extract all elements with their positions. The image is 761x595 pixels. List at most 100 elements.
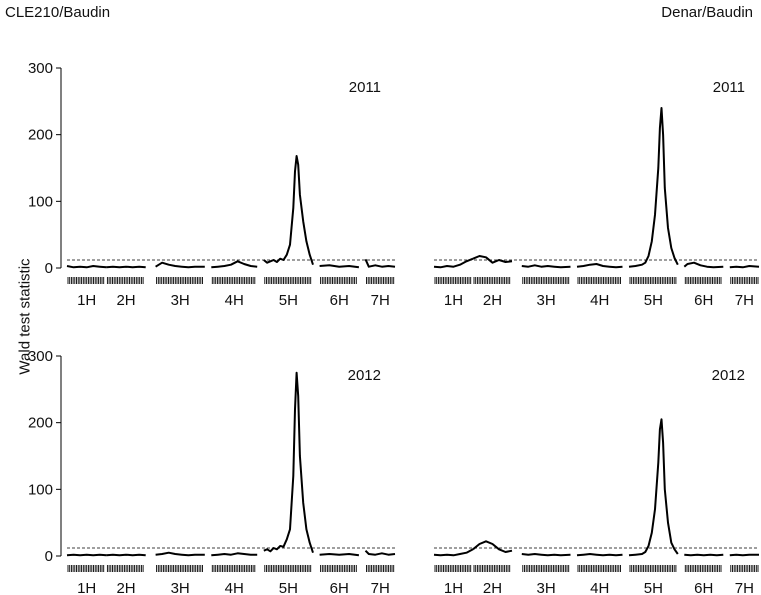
marker-rug-3H xyxy=(156,565,203,572)
marker-rug-7H xyxy=(366,565,395,572)
series-line-1H xyxy=(66,553,107,557)
chromosome-label: 1H xyxy=(77,580,96,595)
marker-rug-1H xyxy=(67,277,105,284)
y-tick-label: 100 xyxy=(28,481,53,498)
panel-denar-baudin-2011: 2011 1H 2H 3H 4H 5H 6H 7H xyxy=(433,79,760,309)
panel-year-label: 2012 xyxy=(712,367,745,384)
chromosome-label: 6H xyxy=(330,580,349,595)
marker-rug-6H xyxy=(684,277,722,284)
chromosome-label: 4H xyxy=(225,292,244,309)
series-line-1H xyxy=(433,257,474,269)
marker-rug-1H xyxy=(434,277,472,284)
series-line-4H xyxy=(211,552,258,557)
series-line-6H xyxy=(683,261,724,269)
marker-rug-3H xyxy=(522,565,570,572)
series-line-5H xyxy=(263,371,314,554)
y-tick-label: 0 xyxy=(45,260,53,277)
marker-rug-2H xyxy=(473,277,511,284)
chromosome-label: 4H xyxy=(590,292,609,309)
series-line-3H xyxy=(521,264,571,269)
chromosome-label: 6H xyxy=(694,292,713,309)
chromosome-label: 5H xyxy=(279,580,298,595)
chromosome-label: 6H xyxy=(330,292,349,309)
series-line-3H xyxy=(521,553,571,557)
series-line-1H xyxy=(433,548,474,557)
y-tick-label: 300 xyxy=(28,60,53,77)
chromosome-label: 4H xyxy=(225,580,244,595)
series-line-1H xyxy=(66,265,107,269)
marker-rug-2H xyxy=(106,277,144,284)
series-line-7H xyxy=(364,549,396,556)
chromosome-label: 3H xyxy=(537,580,556,595)
marker-rug-5H xyxy=(629,277,677,284)
marker-rug-2H xyxy=(473,565,511,572)
marker-rug-7H xyxy=(730,277,759,284)
y-tick-label: 0 xyxy=(45,548,53,565)
panel-year-label: 2012 xyxy=(348,367,381,384)
panel-year-label: 2011 xyxy=(713,79,745,96)
series-line-2H xyxy=(472,540,513,553)
panel-year-label: 2011 xyxy=(349,79,381,96)
column-title-left: CLE210/Baudin xyxy=(5,4,111,21)
series-line-5H xyxy=(628,107,679,268)
series-line-4H xyxy=(211,260,258,269)
marker-rug-6H xyxy=(320,565,357,572)
series-line-6H xyxy=(319,264,360,269)
marker-rug-2H xyxy=(106,565,144,572)
series-line-7H xyxy=(729,265,760,269)
chromosome-label: 3H xyxy=(171,580,190,595)
series-line-6H xyxy=(684,553,724,557)
marker-rug-4H xyxy=(211,565,256,572)
series-line-7H xyxy=(729,553,759,557)
marker-rug-3H xyxy=(522,277,570,284)
marker-rug-7H xyxy=(366,277,395,284)
series-line-3H xyxy=(155,551,205,557)
series-line-3H xyxy=(155,261,205,269)
chromosome-label: 1H xyxy=(444,580,463,595)
series-line-5H xyxy=(628,418,679,557)
series-line-5H xyxy=(263,155,314,266)
chromosome-label: 1H xyxy=(444,292,463,309)
panel-cle210-baudin-2011: 0 100 200 300 2011 1H 2H 3H 4H 5H 6H 7H xyxy=(28,60,396,309)
marker-rug-5H xyxy=(264,565,312,572)
chromosome-label: 2H xyxy=(116,292,135,309)
marker-rug-3H xyxy=(156,277,203,284)
chromosome-label: 6H xyxy=(694,580,713,595)
series-line-4H xyxy=(576,553,623,557)
chromosome-label: 7H xyxy=(735,580,754,595)
y-tick-label: 200 xyxy=(28,127,53,144)
y-tick-label: 200 xyxy=(28,415,53,432)
y-tick-label: 300 xyxy=(28,348,53,365)
chromosome-label: 2H xyxy=(483,292,502,309)
marker-rug-4H xyxy=(577,565,621,572)
chromosome-label: 7H xyxy=(371,580,390,595)
column-title-right: Denar/Baudin xyxy=(661,4,753,21)
panel-denar-baudin-2012: 2012 1H 2H 3H 4H 5H 6H 7H xyxy=(433,367,759,595)
chromosome-label: 1H xyxy=(77,292,96,309)
marker-rug-7H xyxy=(730,565,759,572)
series-line-4H xyxy=(576,263,623,269)
marker-rug-6H xyxy=(320,277,357,284)
marker-rug-6H xyxy=(684,565,722,572)
chromosome-label: 3H xyxy=(537,292,556,309)
panel-cle210-baudin-2012: 0 100 200 300 2012 1H 2H 3H 4H 5H 6H 7H xyxy=(28,348,396,595)
chromosome-label: 5H xyxy=(644,580,663,595)
series-line-7H xyxy=(364,258,396,268)
chromosome-label: 2H xyxy=(483,580,502,595)
marker-rug-5H xyxy=(264,277,312,284)
chromosome-label: 3H xyxy=(171,292,190,309)
series-line-2H xyxy=(106,265,146,269)
chromosome-label: 2H xyxy=(116,580,135,595)
series-line-6H xyxy=(319,553,360,557)
chromosome-label: 5H xyxy=(279,292,298,309)
y-tick-label: 100 xyxy=(28,193,53,210)
marker-rug-1H xyxy=(67,565,105,572)
chromosome-label: 7H xyxy=(735,292,754,309)
marker-rug-4H xyxy=(211,277,256,284)
marker-rug-5H xyxy=(629,565,677,572)
series-line-2H xyxy=(106,553,146,557)
marker-rug-1H xyxy=(434,565,472,572)
chromosome-label: 5H xyxy=(644,292,663,309)
chromosome-label: 7H xyxy=(371,292,390,309)
marker-rug-4H xyxy=(577,277,621,284)
